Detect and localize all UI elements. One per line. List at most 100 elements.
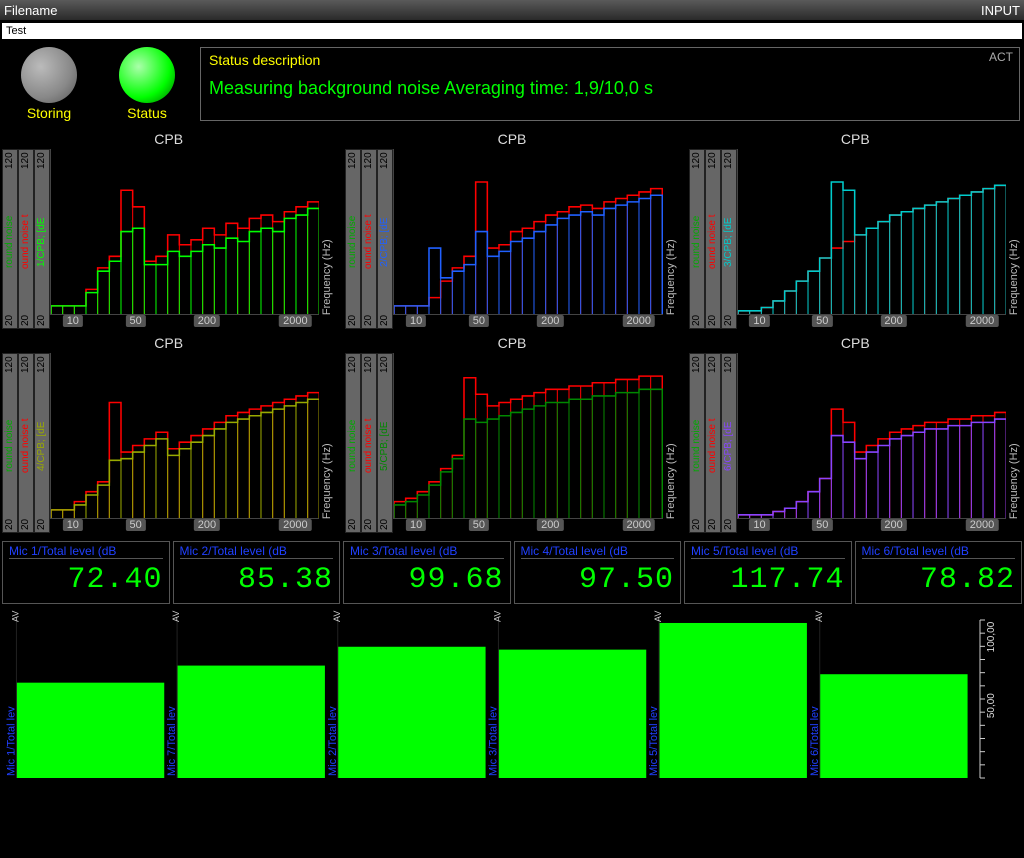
mic-value: 78.82	[862, 559, 1016, 601]
svg-text:50,00: 50,00	[986, 693, 997, 718]
cpb-axis-label: 20ound noise t120	[705, 149, 721, 329]
level-bar-label: Mic 6/Total lev	[809, 706, 821, 776]
svg-text:AVR: AVR	[814, 610, 824, 622]
cpb-axis-label: 202/CPB; [dE120	[377, 149, 393, 329]
cpb-plot[interactable]	[737, 353, 1006, 519]
cpb-axis-label: 20ound noise t120	[18, 149, 34, 329]
mic-label: Mic 6/Total level (dB	[862, 544, 1016, 559]
level-bar-label: Mic 7/Total lev	[166, 706, 178, 776]
level-bar	[177, 666, 325, 778]
mic-readout-row: Mic 1/Total level (dB72.40Mic 2/Total le…	[0, 539, 1024, 606]
cpb-ylabel: Frequency (Hz)	[1006, 149, 1022, 315]
cpb-axis-label: 20round noise120	[2, 353, 18, 533]
mic-value: 117.74	[691, 559, 845, 601]
status-light	[119, 47, 175, 103]
mic-readout-5: Mic 5/Total level (dB117.74	[684, 541, 852, 604]
mic-label: Mic 1/Total level (dB	[9, 544, 163, 559]
status-indicator: Status	[102, 47, 192, 121]
cpb-plot[interactable]	[50, 353, 319, 519]
cpb-axis-label: 20ound noise t120	[18, 353, 34, 533]
status-description-text: Measuring background noise Averaging tim…	[209, 78, 1011, 99]
status-label: Status	[127, 105, 167, 121]
cpb-axis-label: 205/CPB; [dE120	[377, 353, 393, 533]
mic-label: Mic 4/Total level (dB	[521, 544, 675, 559]
mic-value: 72.40	[9, 559, 163, 601]
filename-input[interactable]	[2, 23, 1022, 39]
mic-readout-2: Mic 2/Total level (dB85.38	[173, 541, 341, 604]
mic-readout-3: Mic 3/Total level (dB99.68	[343, 541, 511, 604]
cpb-ylabel: Frequency (Hz)	[663, 149, 679, 315]
mic-readout-1: Mic 1/Total level (dB72.40	[2, 541, 170, 604]
level-bar-label: Mic 5/Total lev	[648, 706, 660, 776]
svg-text:AVR: AVR	[332, 610, 342, 622]
svg-text:AVR: AVR	[492, 610, 502, 622]
cpb-xticks: 10502002000	[737, 315, 1022, 329]
cpb-panel-3: CPB 20round noise12020ound noise t120203/…	[689, 131, 1022, 329]
cpb-axis-label: 206/CPB; [dE120	[721, 353, 737, 533]
mic-value: 99.68	[350, 559, 504, 601]
cpb-axis-label: 20ound noise t120	[705, 353, 721, 533]
level-bar-label: Mic 1/Total lev	[5, 706, 17, 776]
cpb-panel-2: CPB20round noise12020ound noise t120202/…	[345, 131, 678, 329]
storing-light	[21, 47, 77, 103]
cpb-xticks: 10502002000	[737, 519, 1022, 533]
cpb-axis-label: 20round noise120	[345, 353, 361, 533]
level-bar	[820, 674, 968, 778]
cpb-axis-label: 204/CPB; [dE120	[34, 353, 50, 533]
status-act-label: ACT	[989, 50, 1013, 64]
level-bar	[16, 683, 164, 778]
cpb-xticks: 10502002000	[50, 519, 335, 533]
cpb-title: CPB	[841, 131, 870, 147]
cpb-title: CPB	[154, 335, 183, 351]
cpb-plot[interactable]	[393, 353, 662, 519]
cpb-axis-label: 201/CPB; [dE120	[34, 149, 50, 329]
cpb-panel-4: CPB 20round noise12020ound noise t120204/…	[2, 335, 335, 533]
cpb-title: CPB	[154, 131, 183, 147]
level-bar	[498, 650, 646, 778]
cpb-axis-label: 20ound noise t120	[361, 149, 377, 329]
cpb-plot[interactable]	[393, 149, 662, 315]
cpb-axis-label: 20round noise120	[345, 149, 361, 329]
input-label: INPUT	[981, 3, 1020, 18]
cpb-ylabel: Frequency (Hz)	[319, 353, 335, 519]
cpb-panel-1: CPB20round noise12020ound noise t120201/…	[2, 131, 335, 329]
mic-label: Mic 3/Total level (dB	[350, 544, 504, 559]
cpb-panel-6: CPB 20round noise12020ound noise t120206/…	[689, 335, 1022, 533]
mic-label: Mic 2/Total level (dB	[180, 544, 334, 559]
cpb-ylabel: Frequency (Hz)	[1006, 353, 1022, 519]
cpb-axis-label: 20round noise120	[689, 353, 705, 533]
cpb-xticks: 10502002000	[393, 519, 678, 533]
svg-text:AVR: AVR	[10, 610, 20, 622]
mic-value: 85.38	[180, 559, 334, 601]
mic-readout-4: Mic 4/Total level (dB97.50	[514, 541, 682, 604]
cpb-plot[interactable]	[50, 149, 319, 315]
level-bar-label: Mic 3/Total lev	[487, 706, 499, 776]
cpb-ylabel: Frequency (Hz)	[663, 353, 679, 519]
storing-label: Storing	[27, 105, 71, 121]
cpb-grid: CPB20round noise12020ound noise t120201/…	[0, 125, 1024, 539]
level-bar	[338, 647, 486, 778]
cpb-xticks: 10502002000	[393, 315, 678, 329]
header-bar: Filename INPUT	[0, 0, 1024, 20]
mic-label: Mic 5/Total level (dB	[691, 544, 845, 559]
cpb-axis-label: 20round noise120	[689, 149, 705, 329]
cpb-panel-5: CPB20round noise12020ound noise t120205/…	[345, 335, 678, 533]
storing-indicator: Storing	[4, 47, 94, 121]
mic-value: 97.50	[521, 559, 675, 601]
cpb-axis-label: 203/CPB; [dE120	[721, 149, 737, 329]
status-panel: Storing Status Status description ACT Me…	[0, 41, 1024, 125]
level-bar	[659, 623, 807, 778]
svg-text:AVR: AVR	[171, 610, 181, 622]
mic-readout-6: Mic 6/Total level (dB78.82	[855, 541, 1023, 604]
level-bar-label: Mic 2/Total lev	[327, 706, 339, 776]
filename-label: Filename	[4, 3, 57, 18]
cpb-title: CPB	[498, 335, 527, 351]
cpb-ylabel: Frequency (Hz)	[319, 149, 335, 315]
filename-input-row	[0, 20, 1024, 41]
cpb-title: CPB	[841, 335, 870, 351]
cpb-xticks: 10502002000	[50, 315, 335, 329]
svg-text:AVR: AVR	[653, 610, 663, 622]
svg-text:100,00: 100,00	[986, 621, 997, 652]
status-description-box: Status description ACT Measuring backgro…	[200, 47, 1020, 121]
cpb-plot[interactable]	[737, 149, 1006, 315]
